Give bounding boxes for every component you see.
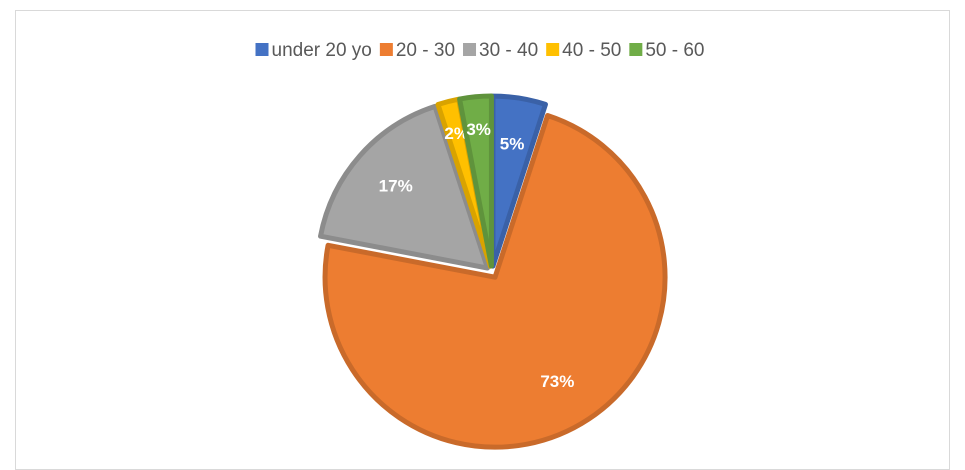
pie-slice (457, 93, 494, 269)
pie-slice (322, 112, 668, 450)
slice-label: 73% (540, 372, 574, 391)
legend-label: 30 - 40 (479, 40, 538, 61)
legend-swatch (379, 43, 393, 56)
slice-label: 3% (466, 120, 491, 139)
legend-label: under 20 yo (272, 40, 372, 61)
legend-label: 20 - 30 (396, 40, 455, 61)
legend-label: 40 - 50 (562, 40, 621, 61)
pie-slice (318, 103, 490, 271)
legend-label: 50 - 60 (645, 40, 704, 61)
legend-swatch (463, 43, 477, 56)
slice-label: 5% (500, 135, 525, 154)
legend-swatch (255, 43, 269, 56)
slice-label: 17% (379, 177, 413, 196)
legend-swatch (546, 43, 560, 56)
legend-swatch (629, 43, 643, 56)
